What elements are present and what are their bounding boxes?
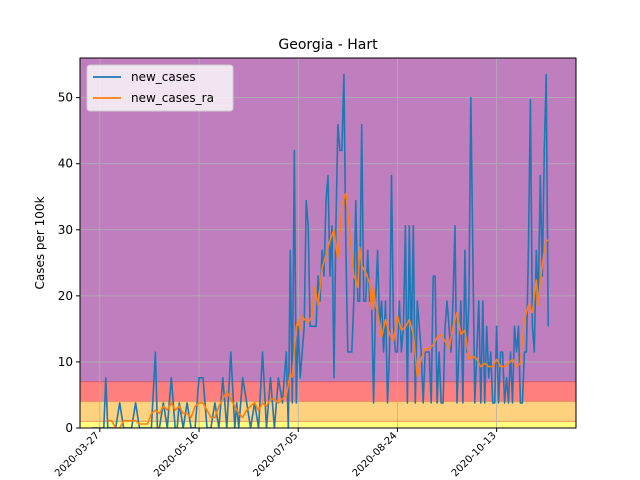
y-tick-label-2: 20	[58, 289, 73, 303]
legend-box	[86, 64, 234, 112]
y-axis-label: Cases per 100k	[33, 196, 47, 289]
series-layer	[91, 73, 549, 428]
band-3	[80, 58, 576, 382]
series-line-new_cases_ra	[107, 192, 549, 428]
x-tick-label-1: 2020-05-16	[152, 430, 201, 479]
y-tick-label-4: 40	[58, 157, 73, 171]
x-tick-label-4: 2020-10-13	[450, 430, 499, 479]
chart-title: Georgia - Hart	[278, 37, 378, 53]
legend-label-new_cases: new_cases	[131, 70, 196, 84]
x-tick-label-3: 2020-08-24	[351, 430, 400, 479]
x-tick-label-2: 2020-07-05	[251, 430, 300, 479]
series-line-new_cases	[91, 73, 549, 428]
plot-frame	[79, 57, 577, 429]
band-1	[80, 401, 576, 422]
risk-bands	[80, 58, 576, 428]
x-axis: 2020-03-27 2020-05-16 2020-07-05 2020-08-24…	[53, 428, 499, 479]
y-tick-label-0: 0	[65, 421, 73, 435]
y-tick-label-3: 30	[58, 223, 73, 237]
legend: new_cases new_cases_ra	[86, 64, 234, 112]
y-axis: 0 10 20 30 40 50	[58, 91, 80, 435]
y-tick-label-5: 50	[58, 91, 73, 105]
x-tick-label-0: 2020-03-27	[53, 430, 102, 479]
legend-label-new_cases_ra: new_cases_ra	[131, 91, 214, 105]
y-tick-label-1: 10	[58, 355, 73, 369]
band-0	[80, 421, 576, 428]
